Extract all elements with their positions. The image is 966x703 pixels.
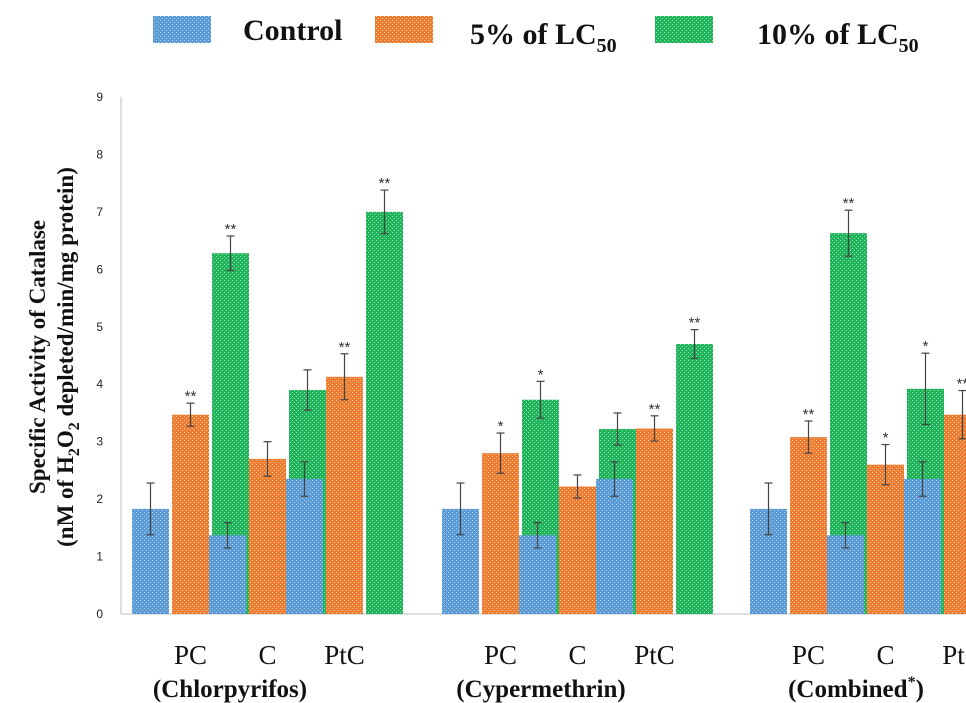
y-axis-title-line1: Specific Activity of Catalase (25, 220, 50, 494)
bar-5-of-lc50 (249, 458, 286, 614)
y-tick-label: 8 (96, 147, 103, 161)
significance-marker: ** (185, 388, 197, 405)
legend-label-5pct: 5% of LC50 (470, 18, 617, 57)
x-category-label: PC (484, 640, 517, 670)
bar-10-of-lc50 (366, 211, 403, 614)
x-category-label: PtC (942, 640, 966, 670)
legend-10pct-main: 10% of LC (757, 18, 899, 51)
significance-marker: * (883, 430, 889, 447)
bar-5-of-lc50 (482, 453, 519, 614)
group-label-chlorpyrifos: (Chlorpyrifos) (153, 676, 307, 703)
significance-marker: ** (689, 315, 701, 332)
y-axis-title: Specific Activity of Catalase (nM of H2O… (25, 167, 83, 547)
x-category-label: PC (792, 640, 825, 670)
bar-control (286, 479, 323, 614)
legend-label-10pct: 10% of LC50 (757, 18, 919, 57)
x-category-labels: PC C PtC PC C PtC PC C PtC (174, 640, 966, 670)
legend-swatch-5pct (375, 16, 433, 43)
x-category-label: PtC (324, 640, 365, 670)
ylabel-part-2: O (53, 430, 78, 448)
bar-control (596, 479, 633, 614)
bar-5-of-lc50 (944, 414, 966, 614)
legend-5pct-main: 5% of LC (470, 18, 597, 51)
x-category-label: C (258, 640, 276, 670)
significance-marker: * (923, 338, 929, 355)
ylabel-part-0: (nM of H (53, 456, 78, 547)
x-category-label: C (876, 640, 894, 670)
y-tick-label: 2 (96, 492, 103, 506)
legend-swatch-10pct (655, 16, 713, 43)
group-label-combined: (Combined*) (788, 674, 924, 703)
y-tick-label: 6 (96, 262, 103, 276)
ylabel-part-3: 2 (66, 422, 83, 430)
y-tick-label: 9 (96, 90, 103, 104)
x-category-label: PC (174, 640, 207, 670)
group-label-cypermethrin: (Cypermethrin) (456, 676, 625, 703)
bar-5-of-lc50 (790, 437, 827, 614)
bars: ************************ (132, 175, 966, 615)
significance-marker: ** (339, 339, 351, 356)
ylabel-part-1: 2 (66, 448, 83, 456)
bar-5-of-lc50 (172, 414, 209, 614)
bar-5-of-lc50 (636, 428, 673, 614)
bar-control (904, 479, 941, 614)
x-category-label: C (568, 640, 586, 670)
legend-swatch-control (153, 16, 211, 43)
y-axis-title-line2: (nM of H2O2 depleted/min/mg protein) (53, 167, 83, 547)
group-combined-main: (Combined (788, 676, 908, 703)
legend-label-control: Control (243, 14, 342, 47)
y-tick-label: 1 (96, 550, 103, 564)
ylabel-part-4: depleted/min/mg protein) (53, 167, 78, 422)
bar-5-of-lc50 (559, 486, 596, 614)
significance-marker: ** (803, 406, 815, 423)
significance-marker: ** (649, 401, 661, 418)
legend: Control 5% of LC50 10% of LC50 (153, 14, 919, 57)
bar-10-of-lc50 (676, 344, 713, 614)
bar-5-of-lc50 (867, 464, 904, 614)
y-tick-labels: 0 1 2 3 4 5 6 7 8 9 (96, 90, 103, 621)
y-tick-label: 7 (96, 205, 103, 219)
significance-marker: ** (843, 195, 855, 212)
group-combined-close: ) (916, 676, 924, 703)
y-tick-label: 5 (96, 320, 103, 334)
significance-marker: ** (225, 221, 237, 238)
significance-marker: * (538, 366, 544, 383)
legend-5pct-sub: 50 (597, 35, 617, 57)
y-tick-label: 3 (96, 435, 103, 449)
significance-marker: ** (379, 175, 391, 192)
legend-10pct-sub: 50 (899, 35, 919, 57)
x-category-label: PtC (634, 640, 675, 670)
bar-5-of-lc50 (326, 376, 363, 614)
y-tick-label: 4 (96, 377, 103, 391)
significance-marker: * (498, 418, 504, 435)
significance-marker: ** (957, 376, 966, 393)
y-tick-label: 0 (96, 607, 103, 621)
group-combined-sup: * (908, 674, 916, 691)
